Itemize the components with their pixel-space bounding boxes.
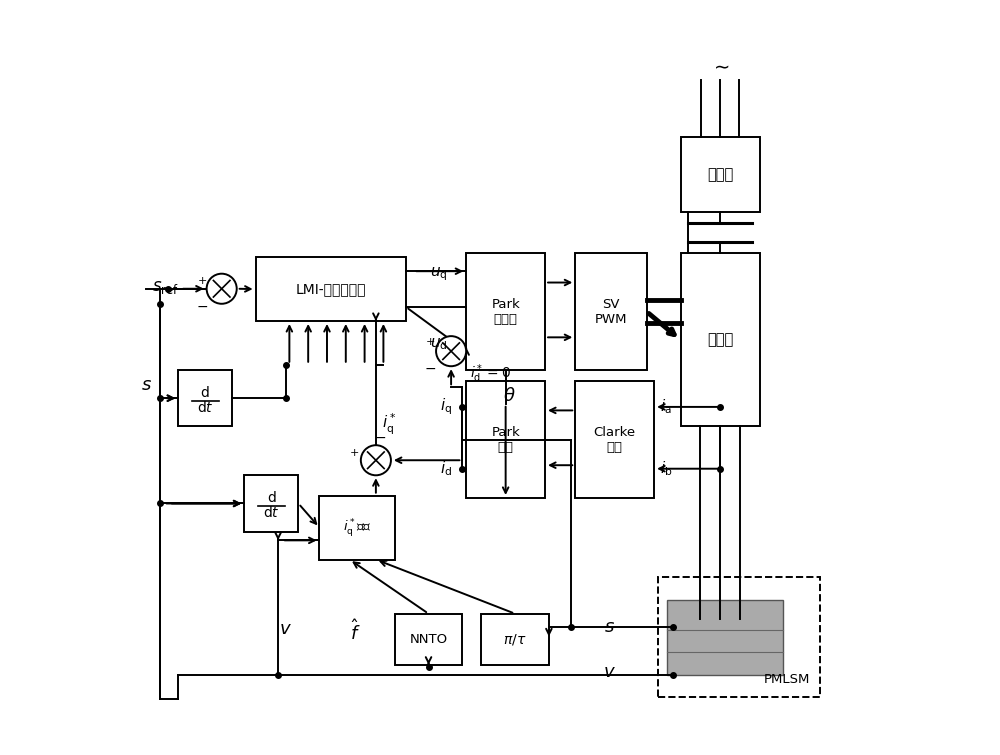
- Text: +: +: [197, 276, 207, 286]
- Text: $u_\mathrm{q}$: $u_\mathrm{q}$: [430, 266, 447, 283]
- Bar: [466, 254, 545, 370]
- Text: $\sim$: $\sim$: [710, 56, 730, 75]
- Bar: [319, 495, 395, 559]
- Text: $i_\mathrm{d}$: $i_\mathrm{d}$: [440, 459, 453, 478]
- Text: $\theta$: $\theta$: [503, 387, 516, 405]
- Text: $s$: $s$: [604, 618, 615, 636]
- Text: LMI-滑模控制器: LMI-滑模控制器: [296, 282, 366, 296]
- Text: 逆变器: 逆变器: [707, 332, 733, 347]
- Text: +: +: [350, 448, 360, 458]
- Text: 整流器: 整流器: [707, 167, 733, 182]
- Bar: [681, 254, 760, 427]
- Bar: [575, 254, 647, 370]
- Circle shape: [436, 336, 466, 366]
- Text: +: +: [425, 337, 435, 347]
- Text: $\pi/\tau$: $\pi/\tau$: [503, 632, 527, 647]
- Text: $i_\mathrm{q}^*$计算: $i_\mathrm{q}^*$计算: [343, 516, 371, 538]
- Bar: [681, 137, 760, 212]
- Text: $\hat{f}$: $\hat{f}$: [350, 619, 360, 644]
- Bar: [667, 600, 783, 675]
- Text: −: −: [196, 300, 208, 314]
- Bar: [658, 577, 820, 697]
- Text: $i_\mathrm{b}$: $i_\mathrm{b}$: [660, 459, 673, 478]
- Bar: [256, 257, 406, 321]
- Text: Park
逆变换: Park 逆变换: [491, 297, 520, 325]
- Bar: [575, 381, 654, 498]
- Text: $\mathrm{d}$: $\mathrm{d}$: [200, 384, 210, 399]
- Text: $i_\mathrm{q}^*$: $i_\mathrm{q}^*$: [382, 411, 396, 436]
- Text: $i_\mathrm{d}^*=0$: $i_\mathrm{d}^*=0$: [470, 362, 511, 385]
- Text: NNTO: NNTO: [409, 633, 448, 646]
- Text: SV
PWM: SV PWM: [595, 297, 627, 325]
- Text: $i_\mathrm{q}$: $i_\mathrm{q}$: [440, 396, 453, 418]
- Text: PMLSM: PMLSM: [764, 673, 811, 686]
- Circle shape: [361, 445, 391, 476]
- Text: $u_\mathrm{d}$: $u_\mathrm{d}$: [430, 337, 447, 352]
- Text: $\mathrm{d}$: $\mathrm{d}$: [267, 490, 276, 505]
- Text: $s_\mathrm{ref}$: $s_\mathrm{ref}$: [152, 279, 179, 296]
- Text: Park
变换: Park 变换: [491, 426, 520, 454]
- Text: −: −: [424, 362, 436, 376]
- Circle shape: [207, 274, 237, 304]
- Text: $i_\mathrm{a}$: $i_\mathrm{a}$: [660, 398, 672, 416]
- Text: $\mathrm{d}t$: $\mathrm{d}t$: [197, 399, 213, 414]
- Bar: [466, 381, 545, 498]
- Text: $\mathrm{d}t$: $\mathrm{d}t$: [263, 505, 280, 520]
- Bar: [481, 614, 549, 665]
- Text: $s$: $s$: [141, 376, 152, 394]
- Text: −: −: [375, 430, 386, 445]
- Text: $v$: $v$: [603, 664, 616, 681]
- Bar: [178, 370, 232, 427]
- Bar: [244, 476, 298, 532]
- Text: Clarke
变换: Clarke 变换: [594, 426, 636, 454]
- Bar: [395, 614, 462, 665]
- Text: $v$: $v$: [279, 621, 292, 639]
